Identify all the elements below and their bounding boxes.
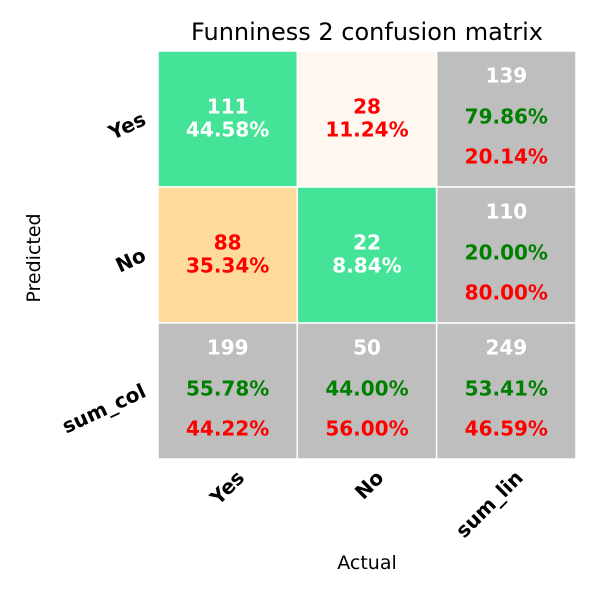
summary-cell-background <box>435 50 577 188</box>
cell-count: 111 <box>207 95 249 119</box>
summary-correct-percent: 53.41% <box>465 377 548 401</box>
cell-count: 88 <box>214 231 242 255</box>
cell-percent: 8.84% <box>332 254 401 278</box>
cell-count: 28 <box>353 95 381 119</box>
matrix-cell-r2-c1: 50 44.00% 56.00% <box>296 322 438 460</box>
x-tick-label: sum_lin <box>451 465 528 542</box>
summary-count: 249 <box>485 336 527 360</box>
y-tick-label: Yes <box>104 107 150 145</box>
y-axis-label: Predicted <box>23 213 45 303</box>
cell-background <box>157 186 299 324</box>
summary-correct-percent: 20.00% <box>465 241 548 265</box>
chart-title: Funniness 2 confusion matrix <box>191 18 543 46</box>
summary-correct-percent: 55.78% <box>186 377 269 401</box>
x-tick-label: No <box>350 465 389 504</box>
summary-cell-background <box>157 322 299 460</box>
x-tick-label: Yes <box>204 465 249 510</box>
matrix-cell-r2-c0: 199 55.78% 44.22% <box>157 322 299 460</box>
summary-correct-percent: 44.00% <box>325 377 408 401</box>
cell-percent: 11.24% <box>325 118 408 142</box>
matrix-cell-r1-c1: 228.84% <box>296 186 438 324</box>
matrix-cell-r0-c2: 139 79.86% 20.14% <box>435 50 577 188</box>
cell-background <box>157 50 299 188</box>
summary-error-percent: 46.59% <box>465 417 548 441</box>
summary-error-percent: 56.00% <box>325 417 408 441</box>
y-tick-label: sum_col <box>58 379 149 439</box>
summary-error-percent: 44.22% <box>186 417 269 441</box>
summary-count: 199 <box>207 336 249 360</box>
cell-count: 22 <box>353 231 381 255</box>
cell-percent: 35.34% <box>186 254 269 278</box>
matrix-cell-r2-c2: 249 53.41% 46.59% <box>435 322 577 460</box>
summary-cell-background <box>435 322 577 460</box>
cell-background <box>296 50 438 188</box>
summary-count: 50 <box>353 336 381 360</box>
summary-error-percent: 20.14% <box>465 145 548 169</box>
x-axis-label: Actual <box>337 552 397 574</box>
y-tick-label: No <box>112 243 150 278</box>
matrix-cell-r1-c2: 110 20.00% 80.00% <box>435 186 577 324</box>
summary-count: 110 <box>485 200 527 224</box>
summary-error-percent: 80.00% <box>465 281 548 305</box>
summary-correct-percent: 79.86% <box>465 105 548 129</box>
summary-cell-background <box>296 322 438 460</box>
cell-percent: 44.58% <box>186 118 269 142</box>
summary-count: 139 <box>485 64 527 88</box>
